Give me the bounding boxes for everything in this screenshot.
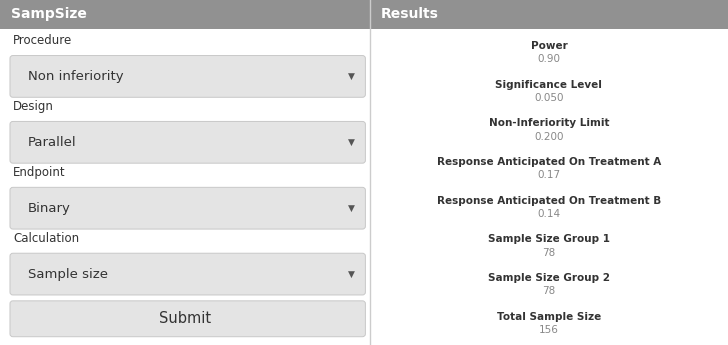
Text: Design: Design xyxy=(13,100,54,113)
Text: Response Anticipated On Treatment A: Response Anticipated On Treatment A xyxy=(437,157,661,167)
Text: ▼: ▼ xyxy=(348,204,355,213)
Text: Binary: Binary xyxy=(28,202,71,215)
Text: 78: 78 xyxy=(542,248,555,258)
Text: 0.050: 0.050 xyxy=(534,93,563,103)
Text: Procedure: Procedure xyxy=(13,34,72,47)
Text: Results: Results xyxy=(381,7,438,21)
Text: ▼: ▼ xyxy=(348,72,355,81)
Text: Endpoint: Endpoint xyxy=(13,166,66,179)
Text: Non-Inferiority Limit: Non-Inferiority Limit xyxy=(488,118,609,128)
Text: SampSize: SampSize xyxy=(11,7,87,21)
Text: Sample Size Group 1: Sample Size Group 1 xyxy=(488,234,610,244)
Text: Parallel: Parallel xyxy=(28,136,76,149)
Text: Total Sample Size: Total Sample Size xyxy=(496,312,601,322)
FancyBboxPatch shape xyxy=(10,56,365,97)
Text: Non inferiority: Non inferiority xyxy=(28,70,123,83)
Text: 78: 78 xyxy=(542,286,555,296)
Text: Calculation: Calculation xyxy=(13,232,79,245)
Text: 0.90: 0.90 xyxy=(537,54,561,64)
FancyBboxPatch shape xyxy=(10,187,365,229)
Text: Sample Size Group 2: Sample Size Group 2 xyxy=(488,273,610,283)
FancyBboxPatch shape xyxy=(10,301,365,337)
FancyBboxPatch shape xyxy=(10,253,365,295)
Text: 0.200: 0.200 xyxy=(534,131,563,141)
Text: Submit: Submit xyxy=(159,311,211,326)
Text: 0.17: 0.17 xyxy=(537,170,561,180)
Bar xyxy=(0,0,370,29)
Text: Response Anticipated On Treatment B: Response Anticipated On Treatment B xyxy=(437,196,661,206)
Text: ▼: ▼ xyxy=(348,269,355,279)
FancyBboxPatch shape xyxy=(10,121,365,163)
Text: Significance Level: Significance Level xyxy=(496,80,602,90)
Text: ▼: ▼ xyxy=(348,138,355,147)
Text: Power: Power xyxy=(531,41,567,51)
Text: 156: 156 xyxy=(539,325,559,335)
Text: 0.14: 0.14 xyxy=(537,209,561,219)
Text: Sample size: Sample size xyxy=(28,268,108,280)
Bar xyxy=(370,0,728,29)
